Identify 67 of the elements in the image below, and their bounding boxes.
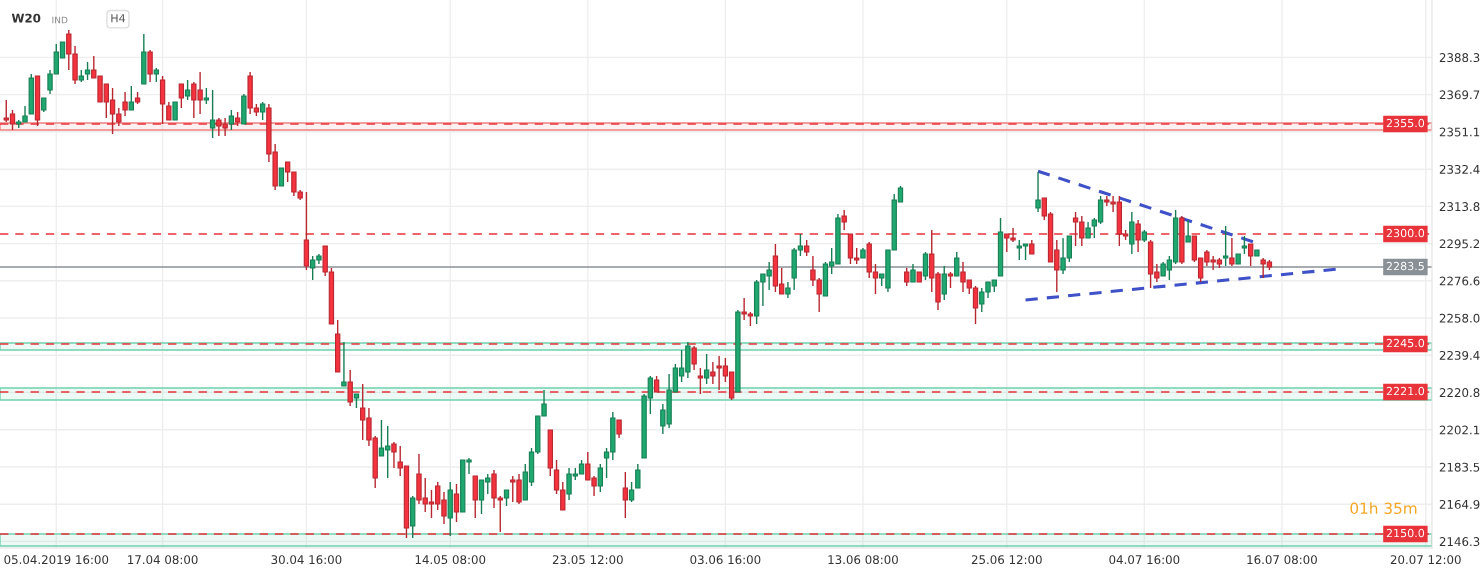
x-tick-label: 05.04.2019 16:00 — [4, 555, 109, 565]
x-tick-label: 20.07 12:00 — [1390, 555, 1461, 565]
candlestick — [228, 109, 235, 131]
y-tick-label: 2183.5 — [1439, 462, 1480, 472]
ref-line-label: 2245.0 — [1386, 338, 1425, 348]
candlestick — [1035, 171, 1041, 213]
candlestick — [597, 463, 603, 493]
x-tick-label: 13.06 08:00 — [828, 555, 898, 565]
y-tick-label: 2332.4 — [1439, 164, 1480, 174]
annotation: 01h 35m — [1350, 502, 1417, 515]
annotation: IND — [52, 16, 68, 24]
candlestick — [954, 251, 960, 277]
x-tick-label: 25.06 12:00 — [971, 555, 1042, 565]
x-tick-label: 30.04 16:00 — [271, 555, 342, 565]
candlestick — [691, 345, 697, 371]
y-tick-label: 2369.7 — [1439, 90, 1480, 100]
candlestick — [1247, 243, 1254, 267]
candlestick — [697, 367, 704, 395]
text: W20 — [11, 13, 41, 23]
y-tick-label: 2258.0 — [1439, 313, 1480, 323]
candlestick — [1222, 225, 1229, 267]
x-tick-label: 03.06 16:00 — [690, 555, 761, 565]
candlestick — [147, 49, 153, 83]
candlestick — [922, 251, 929, 281]
candlestick — [622, 471, 629, 519]
x-tick-label: 17.04 08:00 — [128, 555, 198, 565]
x-tick-label: 14.05 08:00 — [415, 555, 486, 565]
candlestick — [635, 463, 641, 489]
ref-line-label: 2283.5 — [1386, 261, 1424, 271]
y-tick-label: 2239.4 — [1439, 350, 1480, 360]
candlestick — [1129, 211, 1135, 255]
x-tick-label: 23.05 12:00 — [552, 555, 623, 565]
candlestick — [703, 353, 710, 385]
candlestick — [841, 209, 847, 231]
candlestick — [1135, 219, 1141, 253]
y-tick-label: 2202.1 — [1439, 425, 1480, 435]
candlestick — [1185, 219, 1191, 243]
candlestick — [341, 341, 347, 387]
y-tick-label: 2295.2 — [1439, 239, 1480, 249]
candlestick — [122, 91, 128, 117]
candlestick — [184, 79, 191, 101]
candlestick — [159, 75, 166, 125]
candlestick — [941, 265, 947, 301]
candlestick — [710, 361, 716, 385]
x-tick-label: 04.07 16:00 — [1109, 555, 1180, 565]
candlestick — [453, 483, 460, 523]
ref-line-label: 2355.0 — [1386, 118, 1425, 128]
y-tick-label: 2313.8 — [1439, 202, 1480, 212]
candlestick — [628, 481, 635, 503]
y-tick-label: 2351.1 — [1439, 127, 1480, 137]
candlestick — [1229, 237, 1235, 267]
y-tick-label: 2388.3 — [1439, 53, 1480, 63]
ref-line-label: 2221.0 — [1386, 386, 1425, 396]
candlestick — [178, 83, 185, 109]
ref-line-label: 2150.0 — [1386, 528, 1425, 538]
y-tick-label: 2164.9 — [1439, 499, 1480, 509]
x-tick-label: 16.07 08:00 — [1247, 555, 1317, 565]
ref-line-label: 2300.0 — [1386, 228, 1425, 238]
annotation: H4 — [111, 14, 126, 23]
y-tick-label: 2146.3 — [1439, 537, 1480, 547]
candlestick — [209, 89, 216, 139]
candlestick — [347, 369, 353, 407]
y-tick-label: 2276.6 — [1439, 276, 1480, 286]
candlestick — [472, 475, 478, 519]
candlestick — [391, 441, 397, 469]
candlestick — [128, 85, 134, 111]
y-tick-label: 2220.8 — [1439, 388, 1480, 398]
